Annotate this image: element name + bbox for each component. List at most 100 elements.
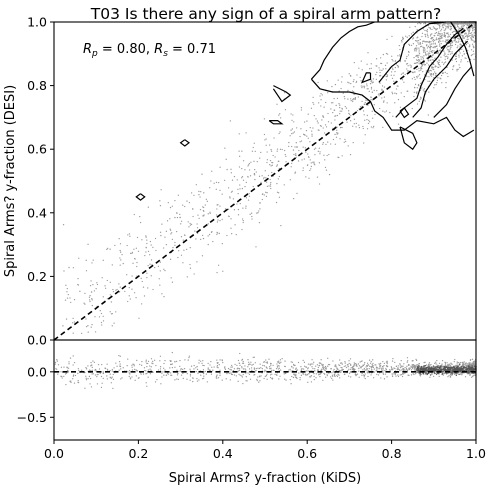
data-point [355, 363, 357, 365]
data-point [307, 370, 309, 372]
data-point [354, 98, 357, 100]
data-point [269, 144, 271, 146]
data-point [263, 118, 266, 120]
data-point [338, 364, 340, 366]
data-point [248, 368, 251, 370]
data-point [146, 239, 148, 241]
data-point [446, 32, 448, 34]
data-point [195, 238, 197, 240]
data-point [470, 22, 472, 25]
data-point [230, 168, 232, 170]
data-point [408, 368, 410, 370]
data-point [292, 149, 295, 151]
data-point [430, 70, 432, 72]
data-point [440, 42, 442, 45]
data-point [396, 368, 398, 370]
data-point [146, 385, 148, 387]
data-point [190, 223, 193, 226]
data-point [449, 22, 451, 25]
data-point [186, 372, 188, 375]
data-point [404, 366, 406, 369]
data-point [239, 188, 241, 190]
data-point [166, 220, 169, 222]
data-point [358, 124, 360, 126]
data-point [102, 320, 105, 322]
data-point [306, 374, 308, 376]
data-point [435, 28, 437, 30]
data-point [386, 102, 388, 104]
data-point [440, 33, 442, 35]
data-point [252, 363, 254, 366]
data-point [447, 49, 449, 51]
data-point [353, 369, 355, 372]
data-point [89, 377, 92, 380]
data-point [434, 35, 436, 37]
data-point [469, 37, 472, 39]
data-point [244, 365, 246, 367]
data-point [453, 22, 455, 25]
data-point [201, 378, 204, 380]
data-point [57, 373, 59, 375]
data-point [356, 74, 358, 76]
data-point [391, 55, 393, 57]
data-point [131, 288, 133, 290]
data-point [371, 110, 373, 112]
data-point [391, 360, 394, 362]
data-point [184, 359, 186, 361]
data-point [441, 33, 443, 35]
data-point [251, 218, 253, 220]
data-point [193, 194, 195, 196]
data-point [416, 37, 418, 39]
data-point [428, 54, 430, 56]
data-point [293, 373, 296, 375]
data-point [442, 368, 444, 370]
data-point [141, 280, 143, 283]
data-point [62, 224, 65, 226]
data-point [327, 141, 329, 143]
data-point [431, 37, 433, 40]
data-point [159, 284, 161, 286]
data-point [402, 38, 404, 41]
data-point [258, 221, 261, 224]
data-point [195, 370, 197, 373]
data-point [56, 368, 58, 370]
data-point [411, 360, 413, 362]
data-point [186, 200, 188, 202]
data-point [95, 288, 97, 290]
data-point [154, 266, 156, 269]
data-point [395, 93, 398, 95]
data-point [178, 370, 180, 373]
data-point [166, 372, 169, 374]
data-point [147, 376, 149, 378]
data-point [445, 86, 447, 89]
data-point [254, 174, 256, 176]
data-point [265, 361, 267, 364]
data-point [270, 187, 272, 190]
data-point [263, 194, 265, 196]
data-point [247, 358, 249, 361]
data-point [407, 65, 409, 67]
data-point [189, 247, 191, 249]
data-point [326, 80, 328, 82]
data-point [411, 107, 413, 110]
data-point [256, 378, 258, 380]
data-point [344, 138, 346, 141]
data-point [426, 50, 428, 52]
data-point [391, 93, 394, 95]
data-point [77, 277, 79, 280]
data-point [277, 178, 279, 180]
data-point [432, 365, 435, 367]
data-point [93, 361, 96, 364]
data-point [187, 221, 189, 223]
data-point [114, 244, 116, 247]
data-point [382, 370, 384, 372]
data-point [316, 176, 319, 178]
data-point [453, 367, 456, 370]
data-point [341, 362, 343, 364]
data-point [333, 373, 336, 376]
data-point [177, 372, 179, 375]
data-point [361, 100, 363, 103]
data-point [284, 378, 286, 380]
data-point [211, 231, 213, 233]
data-point [415, 359, 418, 362]
